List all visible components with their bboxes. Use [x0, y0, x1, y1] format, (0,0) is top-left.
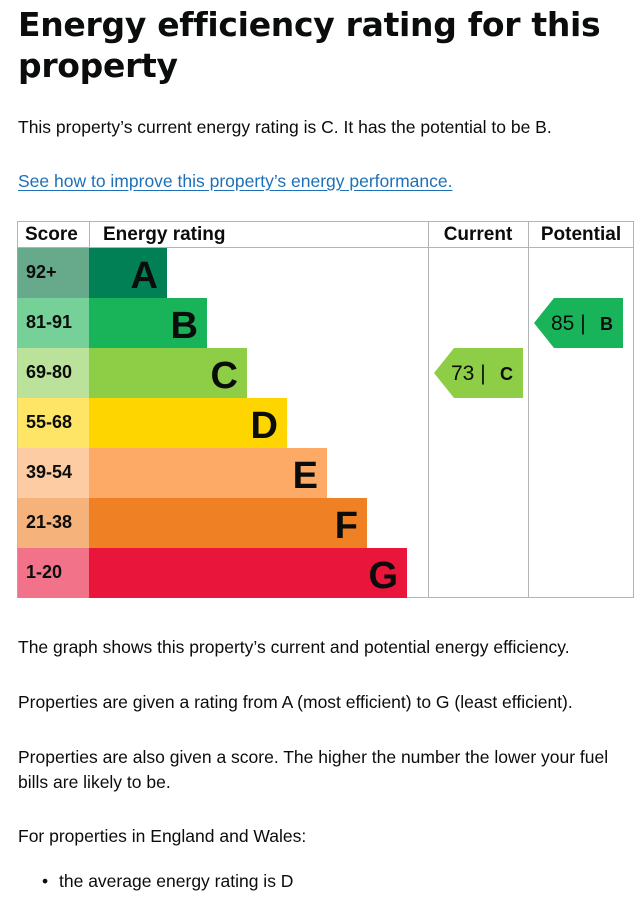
- rating-bar-g: [89, 548, 407, 598]
- rating-bar-a: [89, 248, 167, 298]
- rating-letter: F: [335, 505, 358, 547]
- rating-letter: E: [293, 455, 318, 497]
- score-range-label: 92+: [26, 262, 57, 282]
- score-cell: [17, 298, 90, 348]
- current-rating-rating-letter: C: [500, 364, 513, 384]
- score-range-label: 55-68: [26, 412, 72, 432]
- rating-bar-e: [89, 448, 327, 498]
- energy-rating-chart: Score Energy rating Current Potential 92+ A 81…: [17, 221, 634, 598]
- rating-letter: B: [171, 305, 198, 347]
- england-wales-intro: For properties in England and Wales:: [18, 826, 307, 846]
- score-range-label: 1-20: [26, 562, 62, 582]
- rating-letter: D: [251, 405, 278, 447]
- potential-rating-arrow: [534, 298, 623, 348]
- score-explanation: Properties are also given a score. The h…: [18, 747, 609, 792]
- score-cell: [17, 448, 90, 498]
- page-title: Energy efficiency rating for this proper…: [18, 5, 601, 85]
- rating-letter: G: [368, 555, 398, 597]
- rating-bar-d: [89, 398, 287, 448]
- rating-letter: C: [211, 355, 238, 397]
- score-cell: [17, 398, 90, 448]
- current-rating-summary: This property’s current energy rating is…: [18, 117, 552, 137]
- score-range-label: 69-80: [26, 362, 72, 382]
- current-rating-score-value: 73 |: [451, 362, 486, 385]
- current-rating-arrow: [434, 348, 523, 398]
- potential-rating-score-value: 85 |: [551, 312, 586, 335]
- average-rating-list: the average energy rating is D: [18, 869, 293, 894]
- score-cell: [17, 498, 90, 548]
- score-range-label: 81-91: [26, 312, 72, 332]
- header-current: Current: [444, 224, 513, 245]
- rating-bar-b: [89, 298, 207, 348]
- header-potential: Potential: [541, 224, 621, 245]
- graph-description: The graph shows this property’s current …: [18, 637, 570, 657]
- rating-explanation: Properties are given a rating from A (mo…: [18, 692, 573, 712]
- score-range-label: 21-38: [26, 512, 72, 532]
- potential-rating-rating-letter: B: [600, 314, 613, 334]
- score-cell: [17, 248, 90, 298]
- rating-letter: A: [131, 255, 158, 297]
- score-cell: [17, 348, 90, 398]
- list-item: the average energy rating is D: [18, 869, 293, 894]
- score-range-label: 39-54: [26, 462, 72, 482]
- header-score: Score: [25, 224, 78, 245]
- header-energy-rating: Energy rating: [103, 224, 225, 245]
- rating-bar-f: [89, 498, 367, 548]
- score-cell: [17, 548, 90, 598]
- improve-energy-link[interactable]: See how to improve this property’s energ…: [18, 171, 453, 191]
- rating-bar-c: [89, 348, 247, 398]
